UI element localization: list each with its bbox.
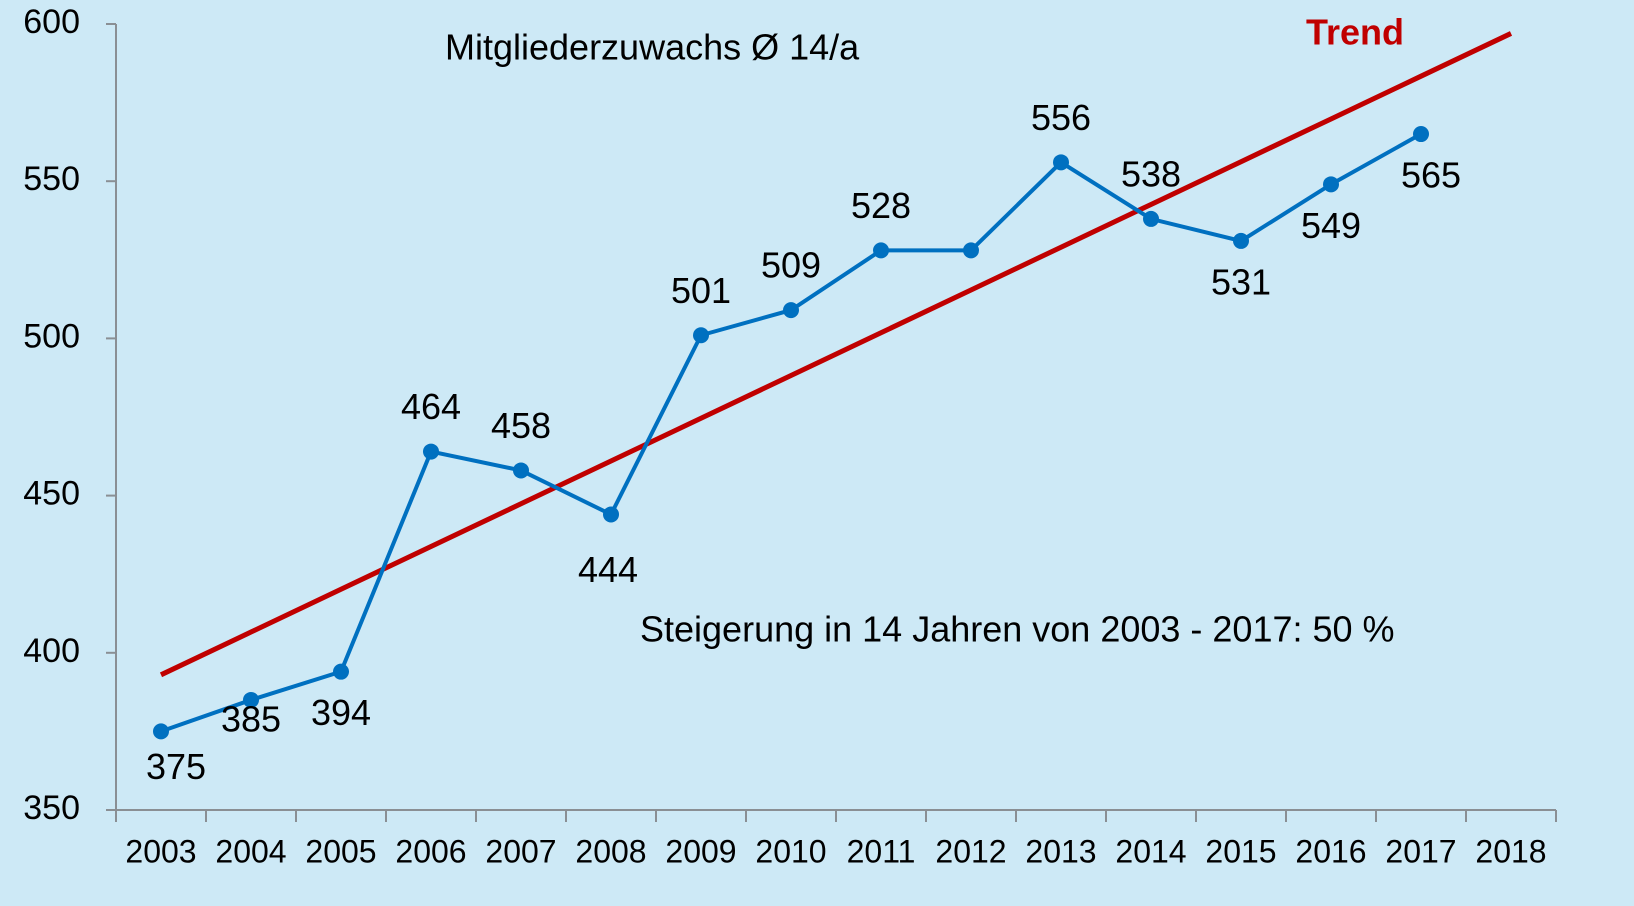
data-point <box>243 691 259 708</box>
x-tick-label: 2015 <box>1205 833 1276 869</box>
data-label: 538 <box>1121 153 1181 194</box>
annotation: Mitgliederzuwachs Ø 14/a <box>445 27 860 68</box>
data-point <box>1143 210 1159 227</box>
x-tick-label: 2004 <box>215 833 286 869</box>
data-point <box>1323 176 1339 193</box>
data-label: 375 <box>146 746 206 787</box>
x-tick-label: 2005 <box>305 833 376 869</box>
data-point <box>153 723 169 740</box>
data-label: 565 <box>1401 155 1461 196</box>
y-tick-label: 400 <box>23 632 80 670</box>
data-point <box>513 462 529 479</box>
x-tick-label: 2018 <box>1475 833 1546 869</box>
x-tick-label: 2003 <box>125 833 196 869</box>
data-point <box>693 327 709 344</box>
data-label: 458 <box>491 405 551 446</box>
data-point <box>603 506 619 523</box>
x-tick-label: 2013 <box>1025 833 1096 869</box>
x-tick-label: 2008 <box>575 833 646 869</box>
x-tick-label: 2017 <box>1385 833 1456 869</box>
trend-label: Trend <box>1306 12 1404 53</box>
data-label: 464 <box>401 386 461 427</box>
x-tick-label: 2011 <box>847 833 916 869</box>
data-label: 556 <box>1031 97 1091 138</box>
data-point <box>963 242 979 259</box>
data-label: 444 <box>578 549 638 590</box>
trend-line <box>159 31 1513 678</box>
data-point <box>873 242 889 259</box>
data-label: 501 <box>671 270 731 311</box>
x-tick-label: 2006 <box>395 833 466 869</box>
y-tick-label: 350 <box>23 789 80 827</box>
data-point <box>1053 154 1069 171</box>
x-tick-label: 2007 <box>485 833 556 869</box>
y-tick-label: 500 <box>23 317 80 355</box>
data-point <box>1413 126 1429 143</box>
data-point <box>423 443 439 460</box>
data-label: 549 <box>1301 205 1361 246</box>
x-tick-label: 2014 <box>1115 833 1186 869</box>
data-label: 528 <box>851 185 911 226</box>
x-tick-label: 2009 <box>665 833 736 869</box>
data-point <box>333 663 349 680</box>
x-tick-label: 2010 <box>755 833 826 869</box>
annotation: Steigerung in 14 Jahren von 2003 - 2017:… <box>640 609 1395 650</box>
data-label: 385 <box>221 698 281 739</box>
y-tick-label: 600 <box>23 3 80 41</box>
y-tick-label: 450 <box>23 475 80 513</box>
x-tick-label: 2012 <box>935 833 1006 869</box>
data-point <box>783 302 799 319</box>
data-point <box>1233 232 1249 249</box>
data-label: 531 <box>1211 261 1271 302</box>
x-tick-label: 2016 <box>1295 833 1366 869</box>
data-label: 394 <box>311 692 371 733</box>
data-label: 509 <box>761 245 821 286</box>
y-tick-label: 550 <box>23 160 80 198</box>
